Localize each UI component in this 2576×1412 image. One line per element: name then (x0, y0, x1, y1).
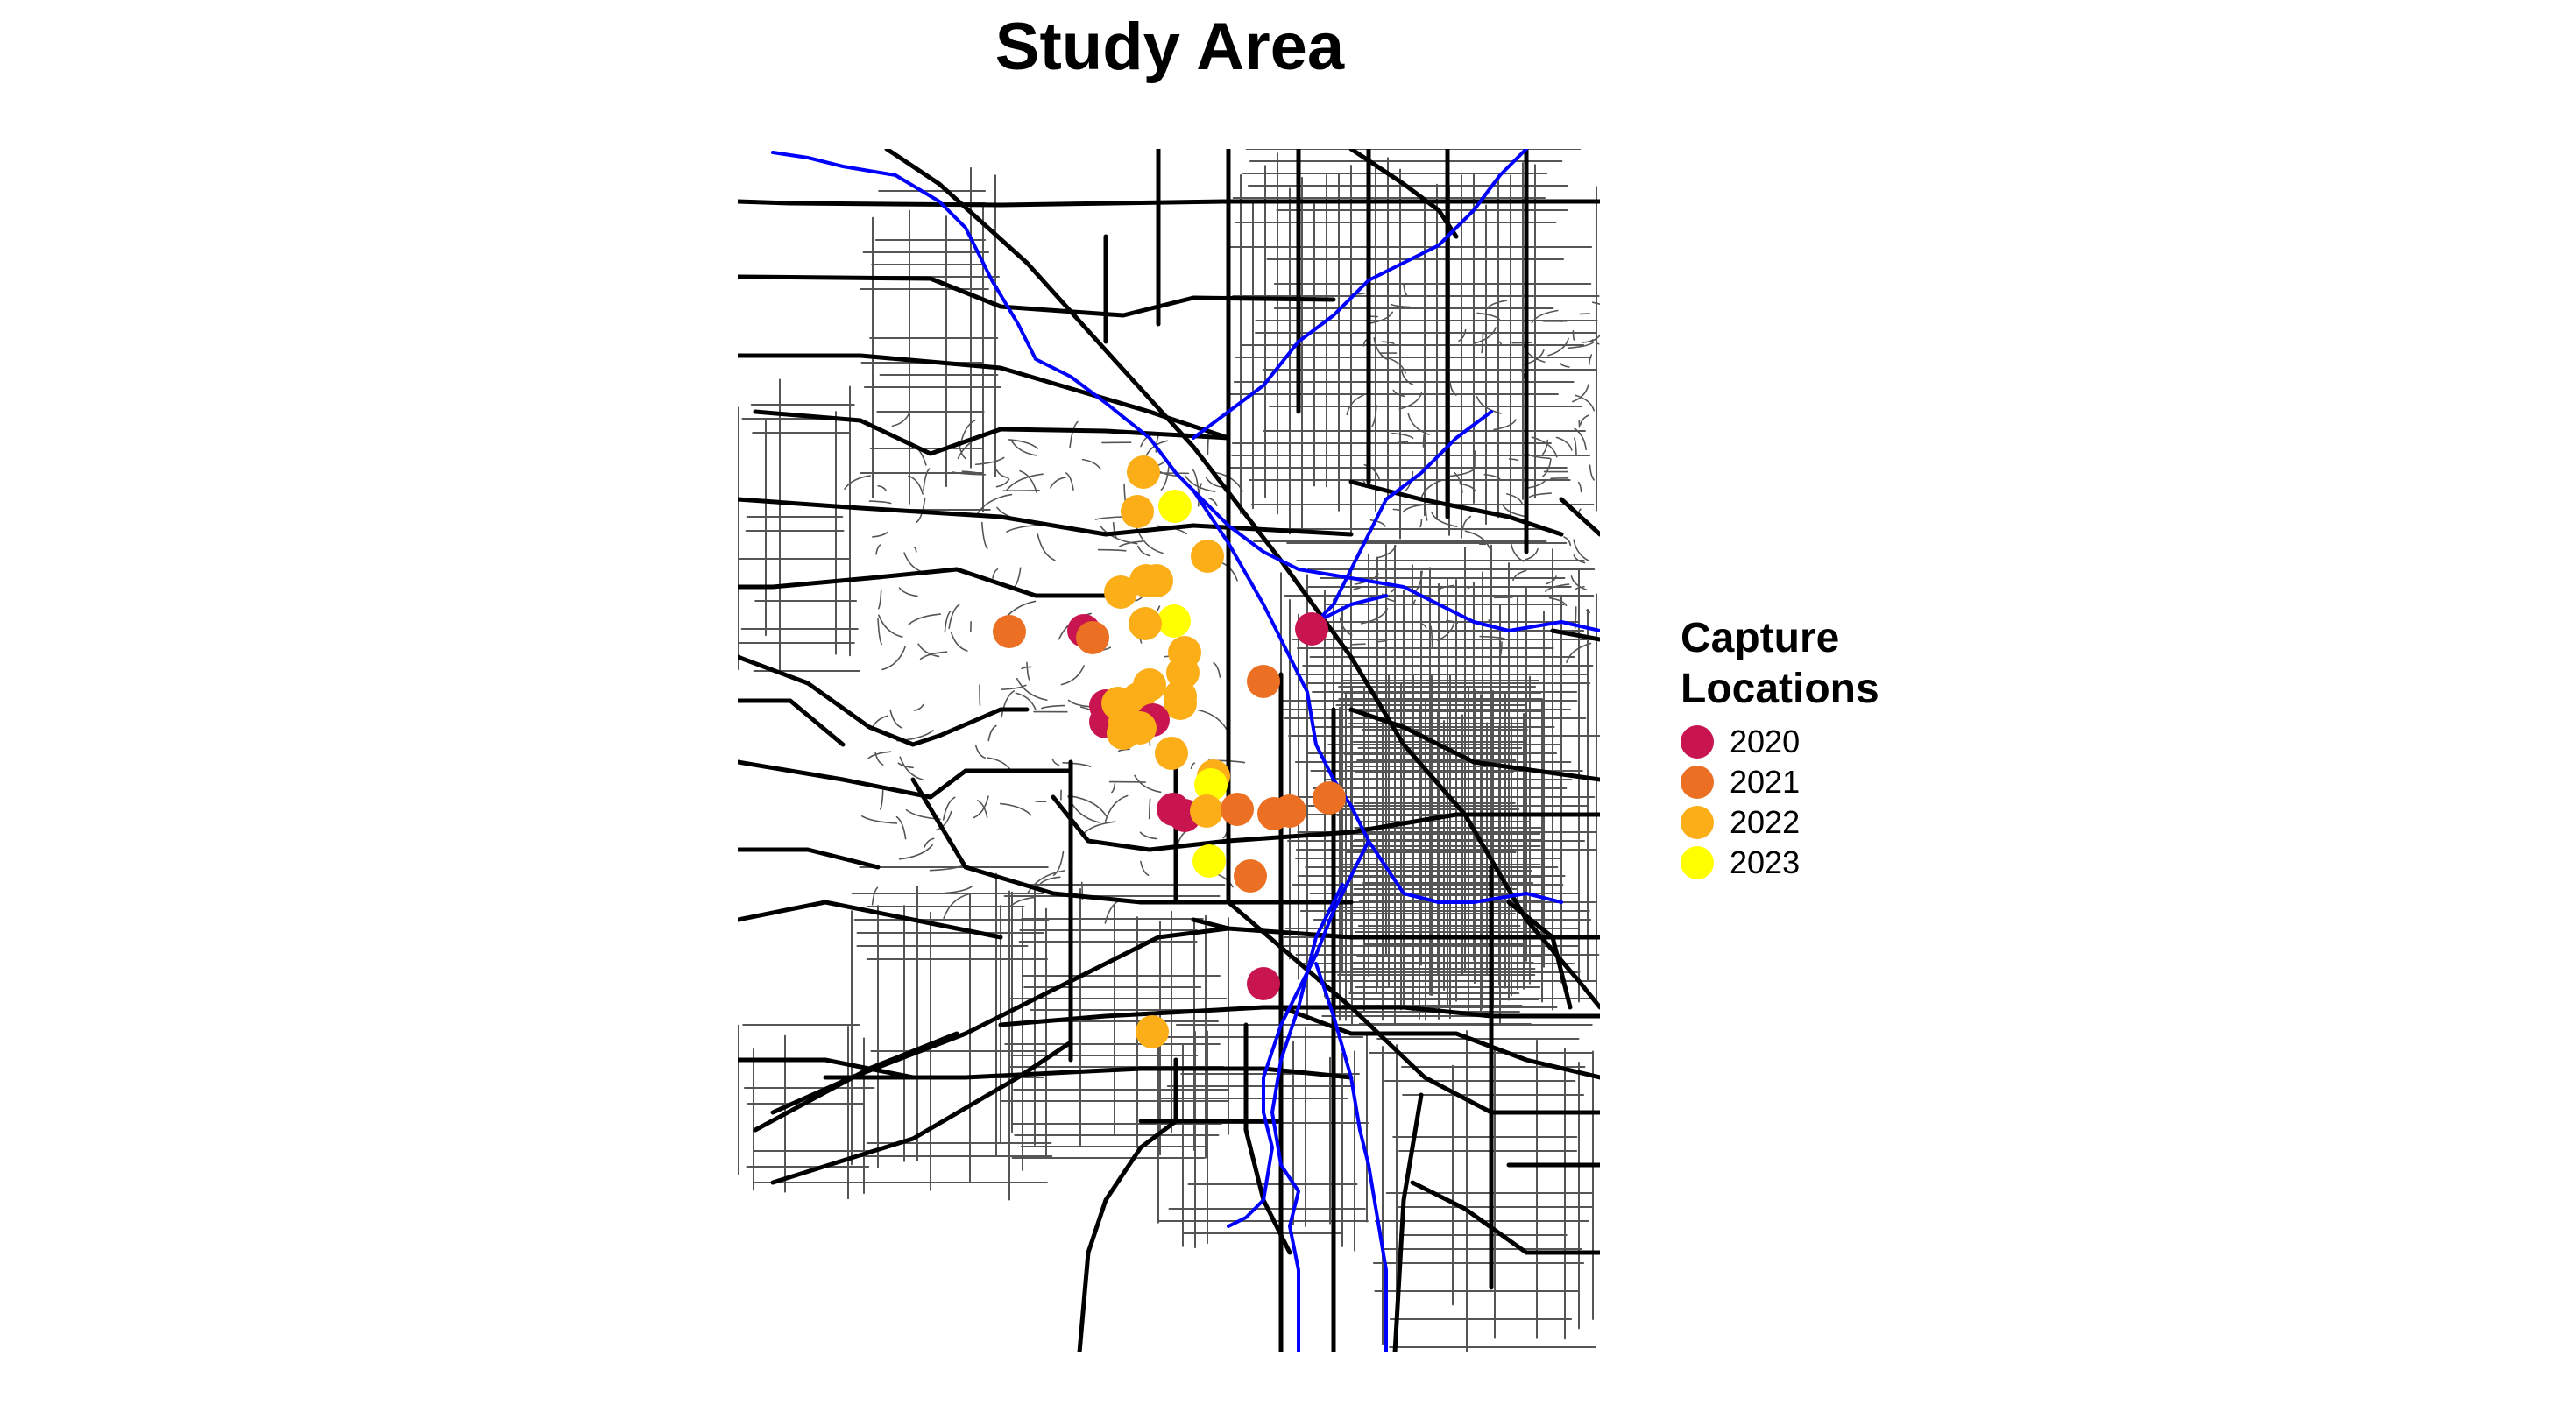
legend-swatch-2021 (1681, 766, 1714, 799)
major-road-45 (1506, 900, 1573, 1010)
capture-point-2022 (1140, 564, 1173, 597)
major-road-3 (738, 353, 1231, 441)
river-7 (1227, 839, 1370, 1228)
capture-point-2023 (1158, 490, 1192, 523)
major-road-19 (770, 1040, 1073, 1185)
capture-point-2022 (1191, 540, 1224, 573)
major-road-42 (1278, 1005, 1600, 1080)
capture-point-2023 (1192, 844, 1226, 878)
legend-swatch-2020 (1681, 725, 1714, 759)
major-road-44 (1550, 628, 1600, 642)
legend-label-2020: 2020 (1730, 724, 1801, 759)
capture-point-2020 (1295, 612, 1328, 646)
major-road-18 (823, 1066, 1354, 1080)
river-8 (1270, 883, 1344, 1352)
major-road-6 (738, 567, 1126, 598)
major-road-7 (738, 654, 1030, 747)
legend-items: 2020 2021 2022 2023 (1681, 722, 1961, 883)
major-road-network (738, 149, 1600, 1352)
legend-swatch-2022 (1681, 806, 1714, 839)
major-road-33 (1243, 1022, 1292, 1255)
capture-point-2021 (1234, 859, 1267, 893)
river-9 (1314, 962, 1388, 1352)
major-road-9 (738, 759, 1073, 800)
river-1 (1192, 149, 1528, 440)
legend-item-2020: 2020 (1681, 722, 1961, 762)
legend-title: Capture Locations (1681, 613, 1961, 715)
major-road-11 (738, 847, 881, 870)
major-road-46 (1410, 1180, 1600, 1255)
major-road-40 (1348, 479, 1564, 537)
capture-point-2022 (1121, 495, 1154, 528)
legend-item-2021: 2021 (1681, 762, 1961, 802)
legend: Capture Locations 2020 2021 2022 2023 (1681, 613, 1961, 883)
capture-point-2022 (1155, 737, 1188, 770)
capture-point-2022 (1164, 687, 1197, 720)
capture-point-2021 (1313, 781, 1346, 815)
capture-point-2022 (1104, 575, 1137, 609)
major-road-38 (1348, 149, 1459, 239)
map[interactable] (738, 149, 1600, 1352)
major-road-4 (753, 409, 1231, 456)
capture-point-2023 (1194, 768, 1228, 801)
page-title: Study Area (994, 10, 1345, 84)
legend-label-2023: 2023 (1730, 844, 1801, 880)
capture-point-2021 (993, 615, 1026, 648)
river-4 (1314, 594, 1388, 624)
legend-label-2022: 2022 (1730, 804, 1801, 840)
capture-point-2022 (1107, 717, 1140, 750)
legend-title-line1: Capture (1681, 615, 1840, 661)
minor-roads-block (851, 866, 1053, 1201)
capture-point-2021 (1257, 797, 1291, 830)
capture-point-2022 (1127, 455, 1160, 489)
major-road-39 (1559, 497, 1600, 537)
major-road-34 (1077, 1057, 1178, 1352)
major-road-10 (910, 777, 1354, 905)
major-road-13 (738, 900, 1003, 940)
legend-item-2023: 2023 (1681, 843, 1961, 883)
minor-roads-curvy (844, 283, 1600, 924)
legend-item-2022: 2022 (1681, 802, 1961, 843)
major-road-41 (1226, 900, 1600, 1115)
river-2 (1314, 410, 1493, 624)
capture-point-2020 (1247, 967, 1280, 1000)
capture-point-2022 (1136, 1015, 1169, 1048)
capture-point-2022 (1190, 794, 1223, 828)
capture-point-2021 (1221, 793, 1254, 826)
minor-roads-block (738, 378, 861, 672)
major-road-20 (738, 1057, 916, 1080)
major-road-1 (738, 199, 1600, 208)
legend-title-line2: Locations (1681, 666, 1879, 712)
major-road-35 (1392, 1092, 1424, 1352)
river-0 (771, 151, 1195, 492)
major-road-0 (884, 149, 1600, 1010)
capture-point-2021 (1247, 665, 1280, 698)
capture-point-2022 (1129, 607, 1162, 640)
major-road-2 (738, 274, 1336, 318)
legend-swatch-2023 (1681, 846, 1714, 879)
capture-point-2023 (1157, 604, 1191, 638)
major-road-8 (738, 698, 846, 747)
capture-point-2021 (1076, 621, 1109, 654)
capture-points (993, 455, 1346, 1048)
river-6 (1367, 839, 1563, 904)
legend-label-2021: 2021 (1730, 764, 1801, 800)
major-road-43 (1348, 707, 1600, 782)
river-3 (1192, 489, 1600, 632)
major-road-14 (1191, 917, 1600, 940)
